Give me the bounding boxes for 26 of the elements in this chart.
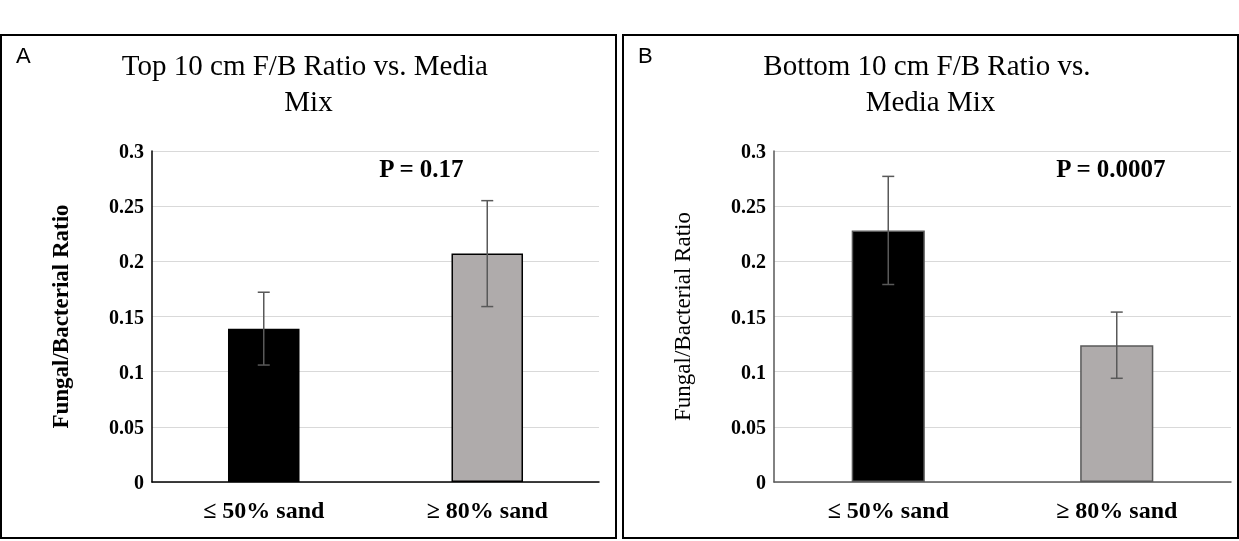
y-tick-label: 0.05: [731, 415, 766, 438]
y-tick-label: 0.15: [109, 305, 144, 328]
chart-title: Top 10 cm F/B Ratio vs. Media Mix: [121, 49, 496, 117]
y-tick-label: 0.3: [119, 140, 144, 162]
x-tick-label: ≥ 80% sand: [1056, 497, 1178, 523]
y-tick-label: 0.1: [741, 360, 766, 383]
y-tick-label: 0: [134, 471, 144, 493]
y-tick-label: 0.05: [109, 415, 144, 438]
y-tick-label: 0.3: [741, 140, 766, 162]
x-tick-label: ≥ 80% sand: [426, 497, 549, 523]
annotation: P = 0.17: [379, 155, 464, 182]
y-tick-label: 0.25: [109, 195, 144, 218]
annotation: P = 0.0007: [1056, 155, 1166, 182]
x-tick-label: ≤ 50% sand: [203, 497, 325, 523]
text: A: [16, 42, 31, 68]
y-tick-label: 0.1: [119, 360, 144, 383]
text: B: [638, 42, 653, 68]
x-tick-label: ≤ 50% sand: [827, 497, 950, 523]
y-axis-title: Fungal/Bacterial Ratio: [670, 212, 695, 421]
y-axis-title: Fungal/Bacterial Ratio: [48, 204, 73, 429]
y-tick-label: 0.15: [731, 305, 766, 328]
y-tick-label: 0: [756, 471, 766, 493]
y-tick-label: 0.2: [119, 250, 144, 273]
y-tick-label: 0.2: [741, 250, 766, 273]
chart-title: Bottom 10 cm F/B Ratio vs. Media Mix: [763, 49, 1098, 117]
y-tick-label: 0.25: [731, 195, 766, 218]
